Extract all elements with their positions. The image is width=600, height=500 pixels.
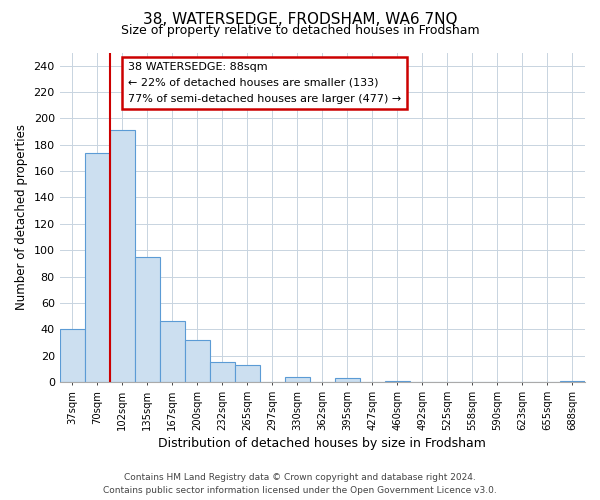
Bar [185,340,210,382]
Bar [385,380,410,382]
Bar [85,152,110,382]
Bar [59,330,85,382]
Text: Contains HM Land Registry data © Crown copyright and database right 2024.
Contai: Contains HM Land Registry data © Crown c… [103,474,497,495]
X-axis label: Distribution of detached houses by size in Frodsham: Distribution of detached houses by size … [158,437,486,450]
Bar [160,322,185,382]
Bar [285,377,310,382]
Bar [235,365,260,382]
Text: 38, WATERSEDGE, FRODSHAM, WA6 7NQ: 38, WATERSEDGE, FRODSHAM, WA6 7NQ [143,12,457,28]
Bar [335,378,360,382]
Bar [135,257,160,382]
Y-axis label: Number of detached properties: Number of detached properties [15,124,28,310]
Text: 38 WATERSEDGE: 88sqm
← 22% of detached houses are smaller (133)
77% of semi-deta: 38 WATERSEDGE: 88sqm ← 22% of detached h… [128,62,401,104]
Bar [110,130,135,382]
Bar [210,362,235,382]
Text: Size of property relative to detached houses in Frodsham: Size of property relative to detached ho… [121,24,479,37]
Bar [560,380,585,382]
